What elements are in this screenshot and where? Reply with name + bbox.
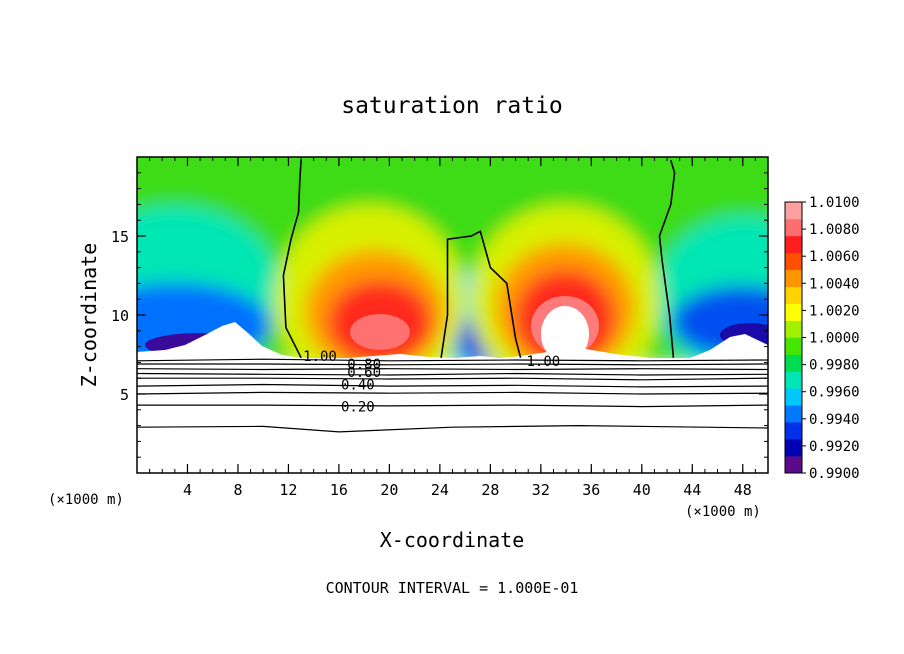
- colorbar-swatch: [785, 252, 802, 271]
- colorbar-label: 0.9980: [809, 358, 860, 374]
- colorbar-swatch: [785, 422, 802, 440]
- x-tick-label: 8: [233, 481, 242, 499]
- x-tick-label: 32: [532, 481, 550, 499]
- contour-line-subsaturated: [137, 368, 768, 371]
- field-pink-core-left: [350, 314, 410, 350]
- contour-line-subsaturated: [137, 383, 768, 388]
- contour-line-subsaturated: [137, 372, 768, 376]
- x-axis: 4 8 12 16 20 24 28 32 36 40 44 48: [149, 157, 756, 499]
- y-tick-label: 15: [111, 228, 129, 246]
- x-tick-label: 28: [481, 481, 499, 499]
- colorbar-swatch: [785, 354, 802, 372]
- contour-line-subsaturated: [137, 404, 768, 408]
- x-tick-label: 12: [279, 481, 297, 499]
- contour-label: 0.60: [347, 365, 381, 381]
- colorbar-swatch: [785, 202, 802, 220]
- contour-label: 1.00: [527, 354, 561, 370]
- colorbar-label: 0.9900: [809, 466, 860, 482]
- contour-line-subsaturated: [137, 424, 768, 433]
- saturation-field: [137, 157, 768, 473]
- contour-line-saturation: [440, 230, 522, 358]
- colorbar-swatch: [785, 269, 802, 287]
- colorbar-swatch: [785, 286, 802, 304]
- x-tick-label: 16: [330, 481, 348, 499]
- y-axis-label: Z-coordinate: [77, 243, 101, 388]
- chart-title: saturation ratio: [341, 93, 563, 119]
- colorbar-label: 1.0040: [809, 276, 860, 292]
- colorbar-label: 0.9920: [809, 439, 860, 455]
- x-tick-label: 48: [734, 481, 752, 499]
- x-tick-label: 40: [633, 481, 651, 499]
- colorbar-label: 1.0020: [809, 303, 860, 319]
- contour-line-saturation: [282, 160, 302, 359]
- colorbar-swatch: [785, 439, 802, 457]
- contour-line-subsaturated: [137, 391, 768, 395]
- colorbar-label: 1.0000: [809, 331, 860, 347]
- colorbar: 0.9900 0.9920 0.9940 0.9960 0.9980 1.0000 1.00…: [784, 195, 860, 482]
- colorbar-swatch: [785, 320, 802, 338]
- y-axis: 5 10 15: [111, 172, 768, 458]
- contour-label: 0.40: [341, 378, 375, 394]
- x-axis-label: X-coordinate: [380, 528, 525, 552]
- x-unit-left: (×1000 m): [48, 492, 124, 508]
- colorbar-label: 1.0080: [809, 222, 860, 238]
- colorbar-swatch: [785, 456, 802, 474]
- colorbar-swatch: [785, 371, 802, 389]
- contour-line-saturation: [658, 159, 676, 358]
- colorbar-label: 0.9960: [809, 385, 860, 401]
- colorbar-swatch: [785, 235, 802, 254]
- contour-labels: 1.00 1.00 0.800.600.40 0.20: [303, 349, 560, 416]
- contour-line-subsaturated: [137, 363, 768, 366]
- x-unit-right: (×1000 m): [685, 504, 761, 520]
- colorbar-label: 0.9940: [809, 412, 860, 428]
- x-tick-label: 24: [431, 481, 449, 499]
- subsaturated-layer: [137, 358, 768, 473]
- colorbar-swatch: [785, 337, 802, 355]
- x-tick-label: 44: [683, 481, 701, 499]
- contour-lines: [137, 159, 768, 433]
- colorbar-swatch: [785, 405, 802, 423]
- colorbar-swatch: [785, 388, 802, 406]
- contour-interval-note: CONTOUR INTERVAL = 1.000E-01: [326, 579, 579, 597]
- y-tick-label: 10: [111, 307, 129, 325]
- x-tick-label: 4: [183, 481, 192, 499]
- y-tick-label: 5: [120, 386, 129, 404]
- colorbar-swatch: [785, 303, 802, 321]
- contour-label: 0.20: [341, 400, 375, 416]
- colorbar-label: 1.0100: [809, 195, 860, 211]
- contour-label: 1.00: [303, 349, 337, 365]
- colorbar-swatch: [785, 218, 802, 237]
- x-tick-label: 36: [582, 481, 600, 499]
- colorbar-label: 1.0060: [809, 249, 860, 265]
- contour-line-subsaturated: [137, 377, 768, 381]
- contour-line-subsaturated: [137, 358, 768, 362]
- x-tick-label: 20: [380, 481, 398, 499]
- contour-label: 0.80: [347, 357, 381, 373]
- field-white-core-right: [541, 306, 589, 362]
